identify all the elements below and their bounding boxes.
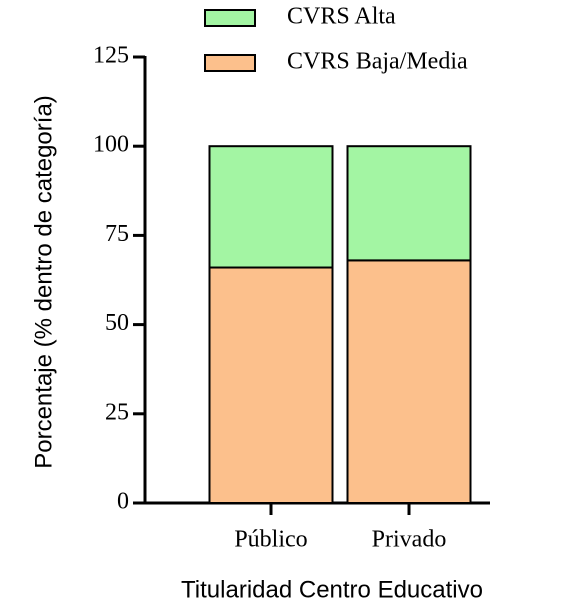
y-tick-label: 75: [105, 221, 129, 247]
legend-swatch: [204, 54, 256, 72]
bar-segment: [346, 145, 472, 262]
x-axis-label: Titularidad Centro Educativo: [181, 576, 483, 603]
bar-segment: [208, 145, 334, 269]
y-tick-label: 100: [93, 132, 129, 158]
y-tick-label: 25: [105, 399, 129, 425]
y-tick-label: 125: [93, 43, 129, 69]
x-tick-label: Público: [234, 527, 307, 553]
legend-swatch: [204, 9, 256, 27]
y-axis-label: Porcentaje (% dentro de categoría): [30, 95, 57, 469]
y-tick-label: 50: [105, 310, 129, 336]
legend-label: CVRS Baja/Media: [287, 49, 468, 75]
bar-segment: [208, 266, 334, 504]
bar-segment: [346, 259, 472, 504]
y-tick-label: 0: [117, 489, 129, 515]
x-tick-label: Privado: [372, 527, 447, 553]
legend-label: CVRS Alta: [287, 4, 396, 30]
